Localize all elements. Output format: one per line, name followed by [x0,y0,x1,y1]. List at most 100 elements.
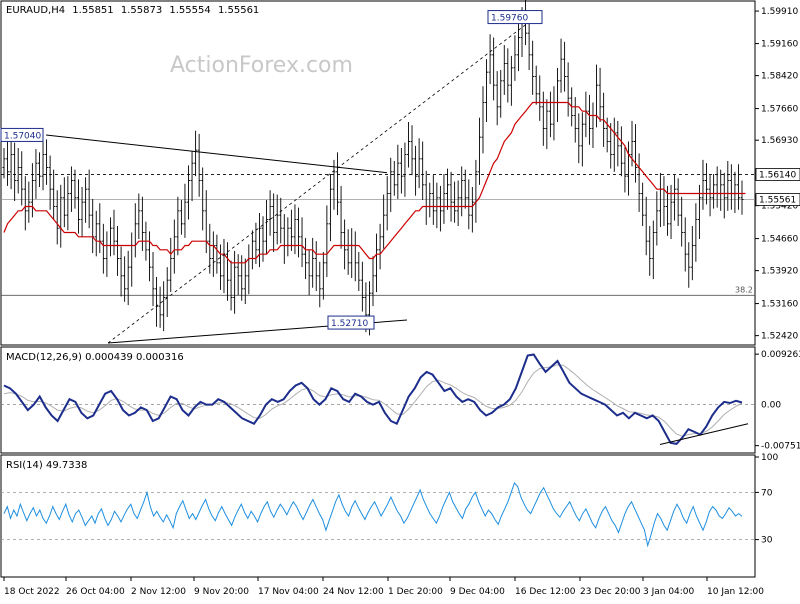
price-bar [119,246,123,297]
price-bar [655,191,659,246]
macd-line [3,353,743,445]
price-bar [307,249,311,296]
x-tick-label: 17 Nov 04:00 [258,587,319,597]
left-annotation: 1.57040 [0,127,44,142]
price-bar [722,172,726,219]
price-bar [304,237,308,280]
rsi-line [3,482,743,548]
price-bar [456,180,460,226]
x-tick-label: 2 Nov 12:00 [131,587,186,597]
price-tick-label: 1.58420 [761,72,798,82]
x-tick-label: 9 Nov 20:00 [194,587,249,597]
price-bar [634,124,638,183]
price-bar [112,209,116,256]
price-bar [694,203,698,262]
price-bar [52,169,56,220]
price-bar [673,175,677,221]
price-bar [236,254,240,296]
price-bar [406,122,410,168]
price-bar [272,193,276,252]
price-bar [48,155,52,210]
price-bar [300,217,304,268]
price-bar [41,136,45,191]
price-bar [573,97,577,143]
price-bar [382,194,386,249]
rsi-label: RSI(14) 49.7338 [6,460,87,471]
price-bar [328,174,332,242]
price-bar [453,181,457,223]
svg-text:1.59760: 1.59760 [491,14,528,24]
rsi-panel [0,454,756,578]
price-bar [481,86,485,154]
price-bar [513,35,517,81]
price-bar [215,234,219,274]
price-bar [467,179,471,230]
price-bar [385,176,389,231]
price-bar [257,213,261,268]
price-bar [687,242,691,288]
price-bar [545,99,549,150]
price-bar [6,140,10,186]
price-bar [538,75,542,121]
price-bar [66,176,70,231]
price-bar [708,175,712,217]
price-bar [410,125,414,176]
price-bar [740,180,744,215]
price-bar [279,197,283,244]
svg-text:1.57040: 1.57040 [4,131,41,141]
price-tick-label: 1.56930 [761,136,798,146]
price-bar [27,181,31,223]
price-bar [449,171,453,222]
rsi-tick-label: 100 [761,453,778,463]
svg-text:1.56140: 1.56140 [759,170,796,180]
price-bar [399,148,403,194]
price-bar [30,163,34,218]
price-bar [488,34,492,85]
price-tick-label: 1.53160 [761,300,798,310]
price-bar [460,166,464,217]
price-bar [616,120,620,167]
price-bar [527,15,531,70]
price-tick-label: 1.57660 [761,105,798,115]
price-bar [559,38,563,93]
price-bar [446,168,450,210]
price-bar [375,233,379,293]
x-tick-label: 16 Dec 12:00 [515,587,576,597]
price-tick-label: 1.59910 [761,7,798,17]
price-bar [371,256,375,307]
price-tick-label: 1.59160 [761,40,798,50]
price-bar [62,177,66,228]
price-bar [2,148,6,179]
svg-text:1.55561: 1.55561 [759,196,796,206]
price-bar [506,48,510,103]
price-bar [683,217,687,272]
price-bar [343,219,347,270]
price-bar [87,169,91,229]
price-bar [201,167,205,231]
price-bar [296,207,300,258]
price-bar [165,267,169,317]
price-bar [463,169,467,209]
price-bar [275,194,279,245]
price-bar [619,126,623,177]
price-bar [23,176,27,231]
macd-signal-line [3,364,743,437]
price-bar [651,220,655,280]
price-bar [197,133,201,197]
price-bar [392,161,396,196]
price-bar [158,286,162,328]
price-bar [417,138,421,189]
price-bar [77,179,81,234]
price-bar [502,45,506,95]
price-bar [701,159,705,210]
price-bar [339,185,343,249]
price-bar [314,241,318,291]
high-annotation: 1.59760 [487,10,543,25]
rsi-tick-label: 30 [761,536,773,546]
price-bar [218,244,222,290]
price-bar [190,151,194,202]
price-bar [268,190,272,236]
price-bar [403,142,407,197]
low-annotation: 1.52710 [327,315,375,330]
